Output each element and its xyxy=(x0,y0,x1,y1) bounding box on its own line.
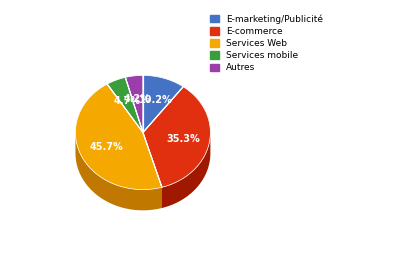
Polygon shape xyxy=(143,132,162,208)
Text: 45.7%: 45.7% xyxy=(89,142,123,152)
Polygon shape xyxy=(162,133,210,208)
Text: 4.7%: 4.7% xyxy=(113,96,140,106)
Legend: E-marketing/Publicité, E-commerce, Services Web, Services mobile, Autres: E-marketing/Publicité, E-commerce, Servi… xyxy=(208,12,325,74)
Polygon shape xyxy=(143,87,210,187)
Text: 10.2%: 10.2% xyxy=(139,95,172,105)
Polygon shape xyxy=(76,133,162,210)
Polygon shape xyxy=(107,77,143,132)
Polygon shape xyxy=(143,132,162,208)
Polygon shape xyxy=(125,76,143,132)
Polygon shape xyxy=(143,76,183,132)
Text: 4.2%: 4.2% xyxy=(124,94,151,104)
Text: 35.3%: 35.3% xyxy=(166,134,200,144)
Polygon shape xyxy=(76,84,162,189)
